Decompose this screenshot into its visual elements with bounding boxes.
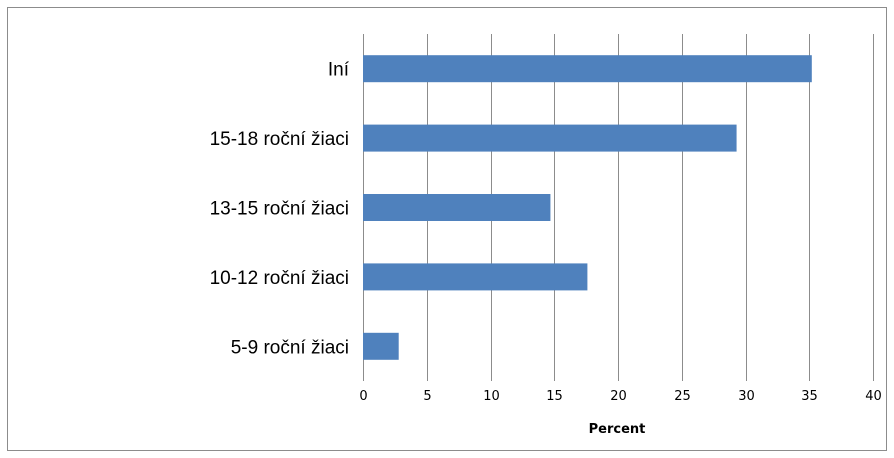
bar-chart: Iní 15-18 roční žiaci 13-15 roční žiaci 10-…	[210, 34, 882, 437]
category-label-2: 15-18 roční žiaci	[210, 129, 349, 150]
bar-4	[363, 263, 588, 291]
chart-frame: Iní 15-18 roční žiaci 13-15 roční žiaci 10-…	[7, 7, 887, 451]
category-label-4: 10-12 roční žiaci	[210, 268, 349, 289]
category-label-1: Iní	[328, 60, 350, 81]
x-axis-title: Percent	[589, 422, 646, 437]
x-tick-label-20: 20	[610, 389, 627, 404]
x-tick-label-0: 0	[359, 389, 367, 404]
category-label-3: 13-15 roční žiaci	[210, 199, 349, 220]
x-tick-label-25: 25	[674, 389, 691, 404]
category-labels: Iní 15-18 roční žiaci 13-15 roční žiaci 10-…	[210, 60, 350, 359]
bars	[363, 55, 812, 360]
x-tick-label-40: 40	[865, 389, 882, 404]
x-tick-labels: 0 5 10 15 20 25 30 35 40	[359, 389, 881, 404]
bar-2	[363, 124, 737, 152]
x-tick-label-5: 5	[423, 389, 431, 404]
x-tick-label-35: 35	[801, 389, 818, 404]
x-tick-label-10: 10	[483, 389, 500, 404]
bar-3	[363, 194, 551, 221]
category-label-5: 5-9 roční žiaci	[231, 337, 349, 358]
gridlines	[363, 34, 874, 381]
x-tick-label-30: 30	[738, 389, 755, 404]
bar-5	[363, 332, 399, 360]
bar-1	[363, 55, 812, 83]
x-tick-label-15: 15	[546, 389, 563, 404]
